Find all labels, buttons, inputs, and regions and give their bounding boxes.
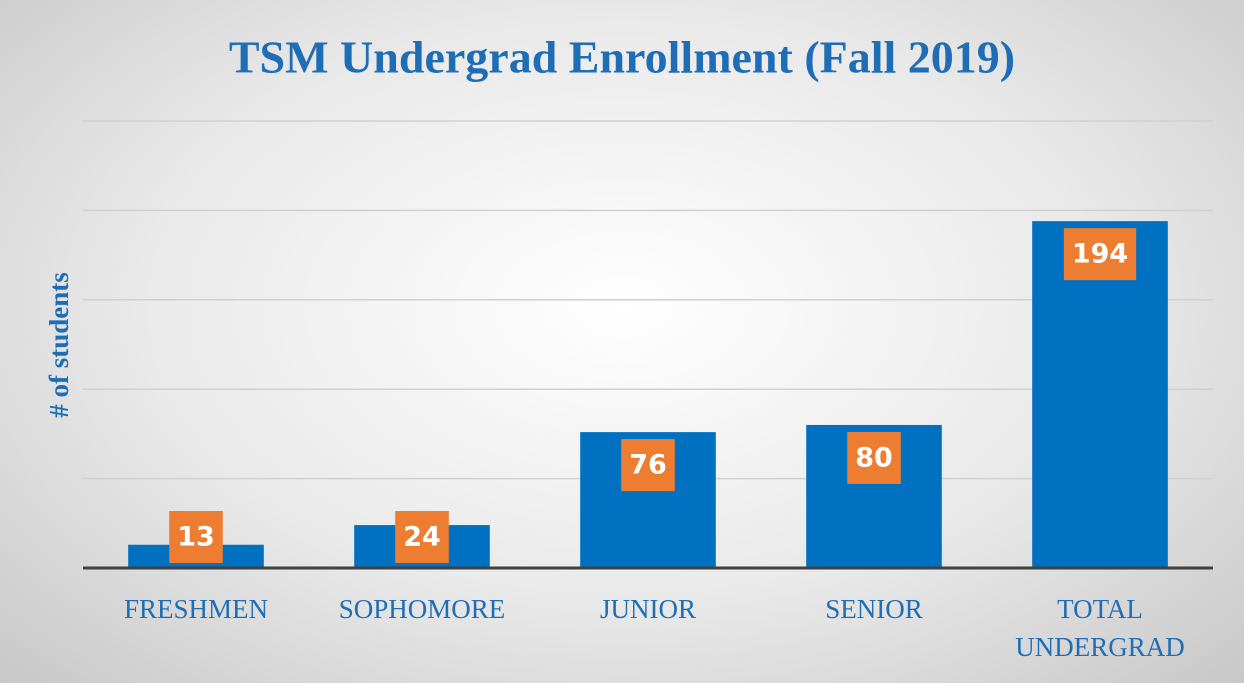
data-label: 80 bbox=[855, 442, 893, 473]
x-tick-label: SOPHOMORE bbox=[338, 594, 506, 624]
data-label-box bbox=[1063, 228, 1137, 281]
data-label-box bbox=[395, 511, 449, 563]
data-label: 13 bbox=[177, 522, 215, 553]
x-tick-label: TOTAL UNDERGRAD bbox=[1015, 594, 1185, 662]
data-label-box bbox=[621, 439, 675, 492]
x-tick-label: FRESHMEN bbox=[123, 594, 269, 624]
chart-title: TSM Undergrad Enrollment (Fall 2019) bbox=[229, 32, 1015, 83]
data-label-box bbox=[169, 511, 223, 563]
y-axis-label: # of students bbox=[44, 272, 74, 418]
x-tick-label: SENIOR bbox=[825, 594, 923, 624]
data-label: 194 bbox=[1072, 239, 1128, 270]
x-tick-label: JUNIOR bbox=[599, 594, 696, 624]
data-label: 76 bbox=[629, 450, 667, 481]
data-label-box bbox=[847, 431, 901, 484]
data-label: 24 bbox=[403, 522, 441, 553]
